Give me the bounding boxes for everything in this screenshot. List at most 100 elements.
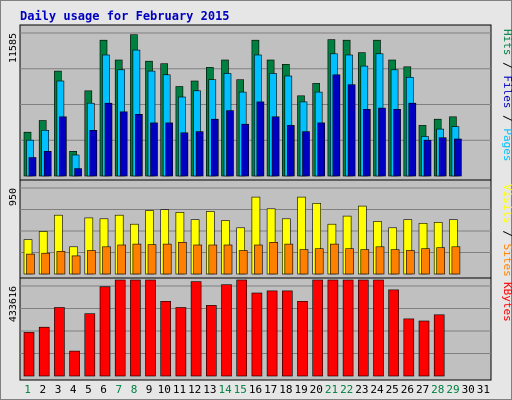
- x-label-day-26: 26: [401, 383, 414, 396]
- legend-entry: Visits: [501, 184, 512, 224]
- bar-pages-day-24: [378, 107, 386, 177]
- bar-sites-day-29: [451, 246, 461, 275]
- x-label-day-10: 10: [158, 383, 171, 396]
- bar-sites-day-28: [436, 247, 446, 275]
- bar-sites-day-5: [87, 250, 96, 275]
- bar-pages-day-17: [271, 116, 280, 177]
- x-label-day-6: 6: [100, 383, 107, 396]
- x-label-day-8: 8: [131, 383, 138, 396]
- bar-sites-day-16: [254, 244, 263, 275]
- bar-sites-day-7: [117, 244, 126, 275]
- x-label-day-20: 20: [310, 383, 323, 396]
- bar-kbytes-day-22: [342, 279, 354, 377]
- bar-sites-day-23: [360, 249, 370, 275]
- x-label-day-3: 3: [55, 383, 62, 396]
- bar-pages-day-11: [180, 132, 189, 177]
- bar-kbytes-day-18: [281, 290, 293, 377]
- bar-kbytes-day-9: [145, 279, 156, 377]
- bar-pages-day-25: [393, 109, 401, 177]
- legend-entry: /: [501, 224, 512, 244]
- bar-sites-day-12: [193, 244, 202, 275]
- panel-max-label: 950: [8, 188, 19, 206]
- panel-legend: Hits / Files / Pages: [501, 29, 512, 162]
- bar-kbytes-day-6: [99, 286, 111, 377]
- bar-sites-day-2: [41, 252, 51, 275]
- bar-sites-day-25: [390, 249, 400, 275]
- bar-sites-day-11: [178, 242, 187, 275]
- bar-kbytes-day-25: [388, 289, 399, 377]
- bar-kbytes-day-12: [190, 281, 202, 377]
- bar-sites-day-22: [345, 248, 354, 275]
- x-label-day-21: 21: [325, 383, 338, 396]
- bar-pages-day-19: [302, 131, 310, 177]
- panel-legend: KBytes: [501, 282, 512, 322]
- x-label-day-17: 17: [264, 383, 277, 396]
- bar-pages-day-15: [241, 123, 249, 177]
- bar-pages-day-13: [211, 118, 219, 177]
- bar-pages-day-22: [347, 84, 356, 177]
- panel-requests: 11585 Hits / Files / Pages: [8, 24, 512, 181]
- x-label-day-30: 30: [462, 383, 475, 396]
- bar-kbytes-day-26: [403, 318, 415, 377]
- legend-entry: KBytes: [501, 282, 512, 322]
- bar-pages-day-16: [256, 101, 265, 177]
- bar-sites-day-26: [405, 250, 415, 275]
- x-label-day-28: 28: [431, 383, 444, 396]
- bar-sites-day-15: [238, 250, 248, 275]
- x-label-day-9: 9: [146, 383, 153, 396]
- legend-entry: Sites: [501, 244, 512, 277]
- x-label-day-22: 22: [340, 383, 353, 396]
- legend-entry: Pages: [501, 128, 512, 161]
- x-label-day-25: 25: [386, 383, 399, 396]
- bar-kbytes-day-13: [206, 305, 217, 377]
- x-label-day-11: 11: [173, 383, 186, 396]
- legend-entry: Files: [501, 75, 512, 108]
- bar-kbytes-day-16: [251, 292, 263, 377]
- x-label-day-4: 4: [70, 383, 77, 396]
- x-label-day-1: 1: [24, 383, 31, 396]
- bar-pages-day-5: [89, 130, 98, 177]
- bar-kbytes-day-23: [357, 279, 369, 377]
- bar-sites-day-13: [208, 244, 218, 275]
- panel-legend: Visits / Sites: [501, 184, 512, 277]
- x-label-day-24: 24: [370, 383, 384, 396]
- bar-sites-day-24: [375, 246, 385, 275]
- bar-sites-day-19: [299, 249, 309, 275]
- bar-sites-day-21: [330, 243, 339, 275]
- chart-panels: 11585 Hits / Files / Pages 950 Visits / Sit…: [8, 24, 512, 381]
- x-label-day-27: 27: [416, 383, 429, 396]
- bar-pages-day-9: [150, 122, 158, 177]
- bar-kbytes-day-28: [433, 314, 445, 377]
- bar-pages-day-4: [74, 168, 82, 177]
- bar-pages-day-10: [165, 122, 173, 177]
- bar-pages-day-23: [362, 109, 371, 177]
- bar-kbytes-day-27: [418, 320, 430, 377]
- bar-kbytes-day-19: [297, 300, 308, 377]
- x-label-day-2: 2: [39, 383, 46, 396]
- bar-kbytes-day-21: [327, 279, 339, 377]
- panel-max-label: 11585: [8, 33, 19, 63]
- x-label-day-7: 7: [115, 383, 122, 396]
- bar-pages-day-18: [286, 125, 295, 177]
- x-axis-labels: 1 2 3 4 5 6 7 8 9 10 11 12 13 14 15 16 17 18 19 20 21 22 23 24 2…: [24, 383, 490, 396]
- panel-visits: 950 Visits / Sites: [8, 179, 512, 279]
- x-label-day-12: 12: [188, 383, 201, 396]
- bar-kbytes-day-8: [130, 279, 141, 377]
- x-label-day-5: 5: [85, 383, 92, 396]
- bar-sites-day-8: [132, 243, 142, 275]
- x-label-day-16: 16: [249, 383, 262, 396]
- legend-entry: /: [501, 109, 512, 129]
- x-label-day-14: 14: [218, 383, 232, 396]
- bar-kbytes-day-1: [23, 332, 35, 377]
- bar-sites-day-17: [269, 242, 278, 275]
- bar-sites-day-1: [26, 253, 35, 275]
- bar-kbytes-day-17: [266, 290, 278, 377]
- bar-sites-day-20: [314, 248, 324, 275]
- bar-pages-day-29: [454, 138, 462, 177]
- bar-pages-day-1: [28, 157, 37, 177]
- bar-pages-day-6: [104, 102, 113, 177]
- bar-kbytes-day-20: [312, 279, 324, 377]
- bar-kbytes-day-3: [54, 307, 65, 377]
- bar-kbytes-day-2: [38, 326, 50, 377]
